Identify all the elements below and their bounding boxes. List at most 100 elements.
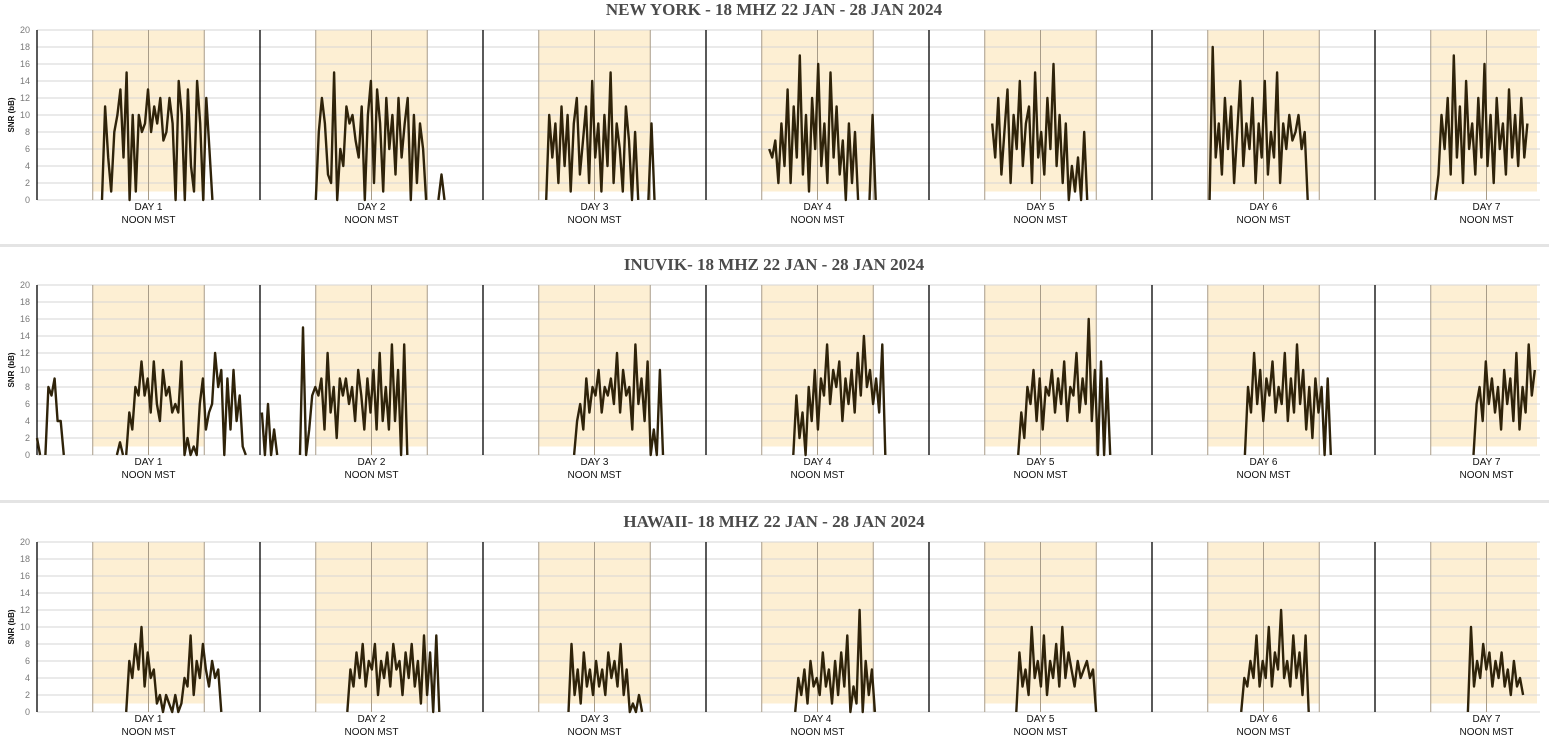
day-label: DAY 5 <box>1027 714 1055 725</box>
panel-separator <box>0 500 1549 503</box>
y-tick-label: 16 <box>20 314 30 324</box>
noon-label: NOON MST <box>1460 470 1514 481</box>
snr-series-day-4 <box>868 113 877 201</box>
y-tick-label: 16 <box>20 571 30 581</box>
snr-series-day-1 <box>125 625 223 714</box>
snr-series-day-1 <box>115 441 125 456</box>
snr-series-day-6 <box>1243 343 1332 457</box>
day-label: DAY 6 <box>1250 202 1278 213</box>
day-label: DAY 1 <box>135 202 163 213</box>
noon-label: NOON MST <box>1237 727 1291 738</box>
noon-label: NOON MST <box>568 470 622 481</box>
y-tick-label: 0 <box>25 195 30 205</box>
snr-series-day-5 <box>1015 625 1098 713</box>
chart-title: NEW YORK - 18 MHZ 22 JAN - 28 JAN 2024 <box>606 0 943 19</box>
noon-label: NOON MST <box>791 470 845 481</box>
noon-label: NOON MST <box>1237 215 1291 226</box>
noon-label: NOON MST <box>1237 470 1291 481</box>
snr-series-day-6 <box>1208 45 1309 201</box>
snr-series-day-3 <box>647 122 656 201</box>
day-label: DAY 5 <box>1027 457 1055 468</box>
daylight-band <box>1430 542 1537 704</box>
snr-series-day-4 <box>794 608 877 714</box>
chart-panel-1: NEW YORK - 18 MHZ 22 JAN - 28 JAN 2024 0 2… <box>7 0 1540 226</box>
snr-series-day-2 <box>346 634 441 714</box>
noon-label: NOON MST <box>1014 215 1068 226</box>
y-tick-label: 10 <box>20 110 30 120</box>
day-label: DAY 6 <box>1250 457 1278 468</box>
y-tick-label: 12 <box>20 348 30 358</box>
day-label: DAY 4 <box>804 714 832 725</box>
y-tick-label: 6 <box>25 656 30 666</box>
noon-label: NOON MST <box>1014 727 1068 738</box>
y-tick-label: 0 <box>25 450 30 460</box>
snr-series-day-1 <box>35 437 42 456</box>
y-tick-label: 18 <box>20 554 30 564</box>
y-tick-label: 20 <box>20 25 30 35</box>
y-tick-label: 8 <box>25 639 30 649</box>
noon-label: NOON MST <box>1014 470 1068 481</box>
y-tick-label: 4 <box>25 416 30 426</box>
day-label: DAY 4 <box>804 457 832 468</box>
snr-series-day-3 <box>567 642 644 714</box>
y-tick-label: 18 <box>20 42 30 52</box>
y-tick-label: 14 <box>20 76 30 86</box>
y-tick-label: 20 <box>20 280 30 290</box>
noon-label: NOON MST <box>122 470 176 481</box>
y-tick-label: 6 <box>25 399 30 409</box>
snr-series-day-4 <box>768 54 860 202</box>
noon-label: NOON MST <box>345 470 399 481</box>
y-tick-label: 2 <box>25 433 30 443</box>
day-label: DAY 2 <box>358 202 386 213</box>
chart-panel-2: INUVIK- 18 MHZ 22 JAN - 28 JAN 2024 0 2 4 6 8… <box>7 255 1540 481</box>
day-label: DAY 3 <box>581 202 609 213</box>
day-label: DAY 2 <box>358 457 386 468</box>
day-label: DAY 7 <box>1473 202 1501 213</box>
y-tick-label: 4 <box>25 161 30 171</box>
day-label: DAY 5 <box>1027 202 1055 213</box>
snr-series-day-7 <box>1466 625 1525 713</box>
day-label: DAY 3 <box>581 457 609 468</box>
y-tick-label: 10 <box>20 622 30 632</box>
snr-series-day-3 <box>572 343 665 457</box>
snr-series-day-2 <box>314 71 428 202</box>
y-tick-label: 0 <box>25 707 30 717</box>
snr-series-day-7 <box>1434 54 1529 201</box>
y-tick-label: 20 <box>20 537 30 547</box>
noon-label: NOON MST <box>345 215 399 226</box>
day-label: DAY 1 <box>135 714 163 725</box>
day-label: DAY 2 <box>358 714 386 725</box>
noon-label: NOON MST <box>568 215 622 226</box>
noon-label: NOON MST <box>345 727 399 738</box>
noon-label: NOON MST <box>122 727 176 738</box>
day-label: DAY 4 <box>804 202 832 213</box>
y-tick-label: 16 <box>20 59 30 69</box>
y-tick-label: 4 <box>25 673 30 683</box>
snr-series-day-6 <box>1240 608 1310 713</box>
snr-series-day-1 <box>100 71 214 202</box>
snr-series-day-1 <box>125 351 247 457</box>
noon-label: NOON MST <box>568 727 622 738</box>
snr-series-day-2 <box>260 402 279 457</box>
y-tick-label: 2 <box>25 690 30 700</box>
chart-title: HAWAII- 18 MHZ 22 JAN - 28 JAN 2024 <box>623 512 925 531</box>
snr-series-day-2 <box>437 173 446 201</box>
snr-series-day-7 <box>1472 343 1536 456</box>
snr-series-day-3 <box>545 71 640 202</box>
y-tick-label: 12 <box>20 93 30 103</box>
noon-label: NOON MST <box>122 215 176 226</box>
y-tick-label: 14 <box>20 588 30 598</box>
y-axis-label: SNR (bB) <box>7 609 16 644</box>
y-tick-label: 18 <box>20 297 30 307</box>
snr-series-day-4 <box>792 334 887 457</box>
day-label: DAY 3 <box>581 714 609 725</box>
y-tick-label: 14 <box>20 331 30 341</box>
day-label: DAY 6 <box>1250 714 1278 725</box>
y-tick-label: 8 <box>25 382 30 392</box>
y-tick-label: 12 <box>20 605 30 615</box>
snr-series-day-5 <box>1017 317 1112 457</box>
day-label: DAY 7 <box>1473 714 1501 725</box>
noon-label: NOON MST <box>1460 727 1514 738</box>
snr-series-day-1 <box>44 377 65 456</box>
